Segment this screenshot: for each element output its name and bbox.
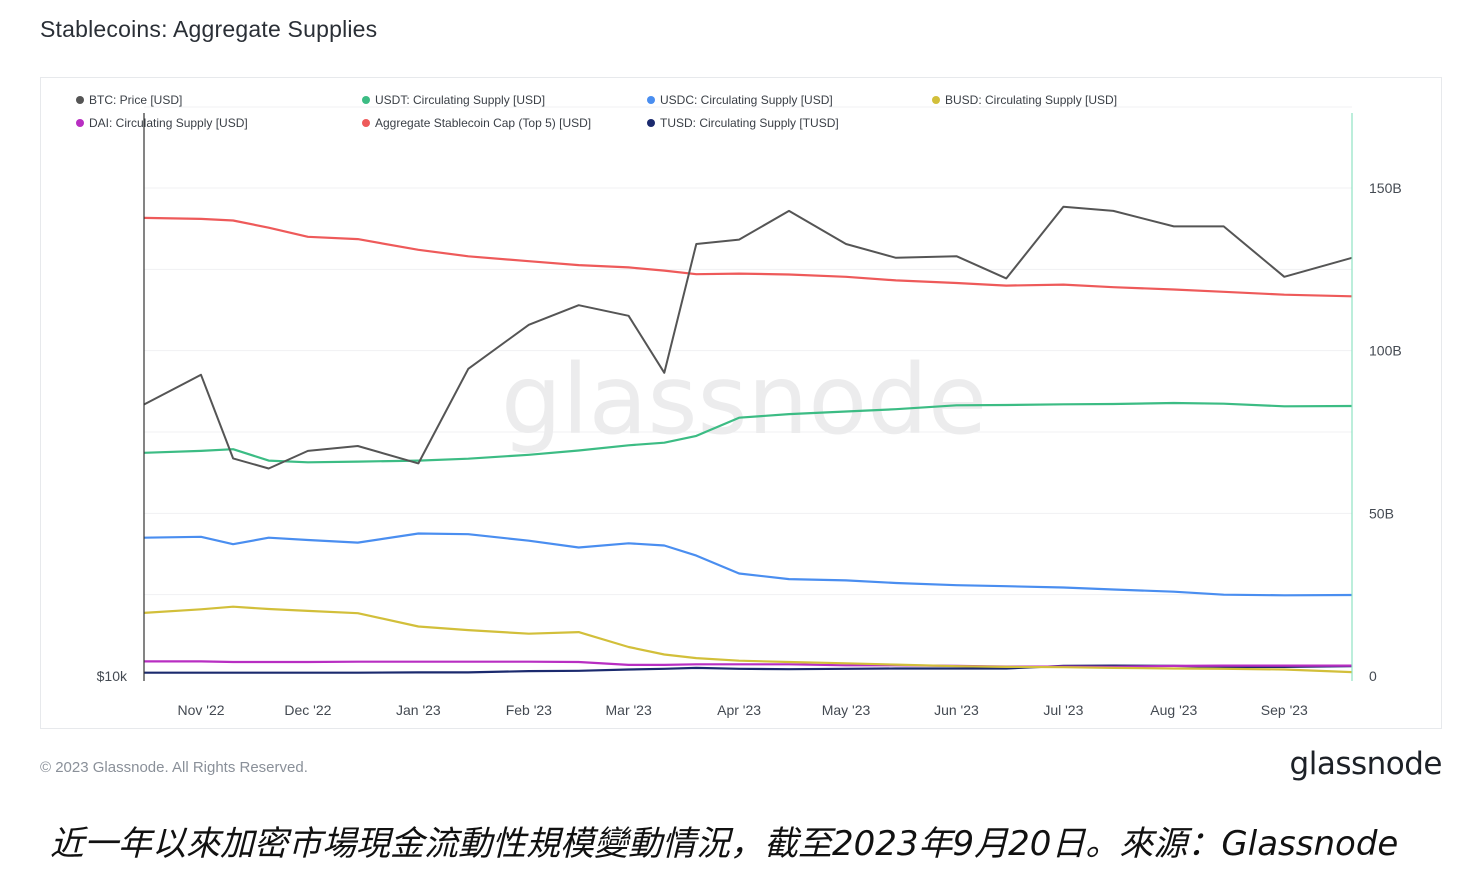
x-axis-tick-label: Aug '23 [1150,702,1197,718]
legend: BTC: Price [USD] USDT: Circulating Supply… [76,93,1117,130]
legend-marker [647,119,655,127]
glassnode-logo: glassnode [1289,746,1443,782]
series-line-4 [144,660,1352,669]
legend-marker [76,96,84,104]
legend-label: Aggregate Stablecoin Cap (Top 5) [USD] [375,116,591,130]
series-line-5 [143,216,1353,298]
legend-label: BTC: Price [USD] [89,93,182,107]
right-axis-tick-label: 50B [1369,505,1394,521]
x-axis-tick-label: May '23 [822,702,871,718]
watermark: glassnode [501,344,987,456]
legend-marker [932,96,940,104]
legend-label: DAI: Circulating Supply [USD] [89,116,248,130]
x-axis-tick-label: Mar '23 [606,702,652,718]
x-axis-tick-label: Nov '22 [177,702,224,718]
x-axis-tick-label: Jan '23 [396,702,441,718]
legend-marker [362,96,370,104]
x-axis-tick-label: Jun '23 [934,702,979,718]
x-axis-tick-label: Apr '23 [717,702,761,718]
legend-marker [647,96,655,104]
series-line-6 [144,664,1353,674]
series-line-3 [143,605,1353,674]
page-title: Stablecoins: Aggregate Supplies [40,16,378,42]
legend-marker [76,119,84,127]
x-axis-tick-label: Sep '23 [1261,702,1308,718]
right-axis-tick-label: 0 [1369,668,1377,684]
series-line-2 [143,532,1353,597]
legend-label: BUSD: Circulating Supply [USD] [945,93,1117,107]
gridlines [144,106,1352,596]
series-lines [143,205,1353,674]
series-line-0 [143,205,1353,470]
chart-svg: glassnode 150B 100B 50B 0 $10k Nov '22 Dec '22… [76,93,1402,718]
legend-label: USDC: Circulating Supply [USD] [660,93,833,107]
axes: 150B 100B 50B 0 $10k Nov '22 Dec '22 Jan '23 Feb… [97,113,1402,718]
x-axis-tick-label: Jul '23 [1043,702,1083,718]
right-axis-tick-label: 150B [1369,180,1402,196]
legend-label: USDT: Circulating Supply [USD] [375,93,545,107]
legend-label: TUSD: Circulating Supply [TUSD] [660,116,839,130]
right-axis-tick-label: 100B [1369,343,1402,359]
copyright-text: © 2023 Glassnode. All Rights Reserved. [40,759,308,776]
x-axis-tick-label: Feb '23 [506,702,552,718]
x-axis-tick-label: Dec '22 [284,702,331,718]
legend-marker [362,119,370,127]
series-line-1 [143,401,1353,464]
caption-text: 近一年以來加密市場現金流動性規模變動情況，截至2023年9月20日。來源：Gla… [50,824,1399,864]
left-axis-tick-label: $10k [97,668,128,684]
chart-panel: glassnode 150B 100B 50B 0 $10k Nov '22 Dec '22… [40,77,1442,729]
